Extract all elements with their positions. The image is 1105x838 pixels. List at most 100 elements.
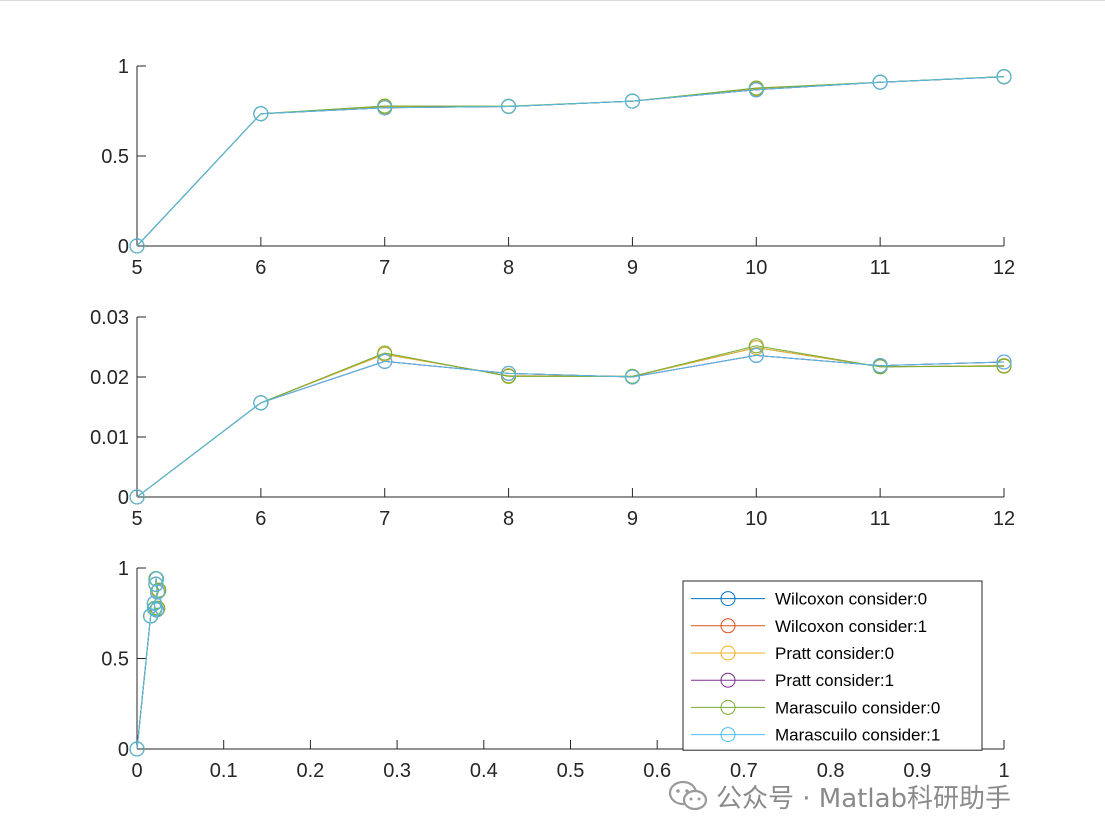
legend-box	[682, 580, 983, 751]
legend-entry-label: Pratt consider:1	[775, 671, 894, 690]
y-tick-label: 0.5	[101, 649, 129, 671]
subplot-3: 0 0.1 0.2 0.3 0.4 0.5 0.6 0.7 0.8 0.9 1 0 0.5 1	[101, 558, 1009, 782]
series-line	[136, 76, 1005, 247]
x-tick-label: 5	[131, 257, 142, 279]
subplot-1: 5 6 7 8 9 10 11 12 0 0.5 1	[101, 56, 1015, 279]
series-6	[129, 571, 165, 757]
legend-entry-label: Wilcoxon consider:0	[775, 590, 927, 609]
series-line	[136, 76, 1005, 247]
wechat-icon	[668, 780, 708, 811]
series-2	[129, 571, 165, 757]
x-tick-label: 9	[627, 508, 638, 530]
x-tick-label: 0.8	[817, 760, 845, 782]
legend-marker-sample	[720, 591, 736, 607]
legend-marker-sample	[720, 645, 736, 661]
data-point-marker	[501, 365, 517, 381]
y-tick-label: 0	[118, 739, 129, 761]
y-tick-label: 0.03	[90, 307, 129, 329]
series-line	[136, 76, 1005, 247]
data-point-marker	[748, 82, 764, 98]
data-point-marker	[148, 576, 164, 592]
data-point-marker	[146, 595, 162, 611]
data-point-marker	[147, 601, 163, 617]
data-point-marker	[253, 106, 269, 122]
series-2	[129, 69, 1012, 254]
series-line	[136, 354, 1005, 498]
data-point-marker	[501, 368, 517, 384]
x-tick-label: 11	[870, 508, 891, 530]
y-tick-label: 0.02	[90, 367, 129, 389]
legend-entry-label: Marascuilo consider:0	[775, 698, 940, 717]
data-point-marker	[996, 69, 1012, 85]
x-tick-label: 7	[379, 257, 390, 279]
y-tick-label: 0.5	[101, 146, 129, 168]
legend-entry-label: Pratt consider:0	[775, 644, 894, 663]
data-point-marker	[748, 347, 764, 363]
x-tick-label: 6	[255, 508, 266, 530]
data-point-marker	[129, 489, 145, 505]
data-point-marker	[872, 358, 888, 374]
series-4	[129, 69, 1012, 254]
x-tick-label: 10	[745, 508, 767, 530]
x-tick-label: 1	[998, 760, 1009, 782]
data-point-marker	[996, 358, 1012, 374]
legend-marker-sample	[720, 727, 736, 743]
x-tick-label: 8	[503, 508, 514, 530]
series-3	[129, 69, 1012, 254]
series-line	[136, 345, 1005, 498]
data-point-marker	[501, 99, 517, 114]
legend-marker-sample	[720, 618, 736, 634]
series-6	[129, 347, 1012, 505]
x-tick-label: 5	[131, 508, 142, 530]
data-point-marker	[996, 354, 1012, 370]
x-tick-label: 9	[627, 257, 638, 279]
series-2	[129, 347, 1012, 505]
x-tick-label: 0.7	[730, 760, 758, 782]
y-tick-label: 1	[118, 56, 129, 78]
legend-entry-label: Wilcoxon consider:1	[775, 617, 927, 636]
data-point-marker	[748, 338, 764, 354]
x-tick-label: 0.9	[903, 760, 931, 782]
data-point-marker	[377, 100, 393, 116]
y-tick-label: 0	[118, 236, 129, 258]
legend-marker-sample	[720, 699, 736, 715]
series-5	[129, 338, 1012, 505]
data-point-marker	[377, 353, 393, 369]
x-tick-label: 7	[379, 508, 390, 530]
x-tick-label: 11	[870, 257, 891, 279]
x-tick-label: 0.3	[383, 760, 411, 782]
x-tick-label: 0	[131, 760, 142, 782]
data-point-marker	[624, 369, 640, 385]
x-tick-label: 10	[745, 257, 767, 279]
series-line	[136, 75, 1005, 247]
data-point-marker	[129, 238, 145, 254]
series-4	[129, 571, 165, 757]
series-line	[136, 76, 1005, 247]
x-tick-label: 12	[993, 257, 1015, 279]
x-tick-label: 0.6	[643, 760, 671, 782]
subplot-2: 5 6 7 8 9 10 11 12 0 0.01 0.02 0.03	[90, 307, 1015, 530]
data-point-marker	[129, 741, 145, 757]
x-tick-label: 12	[993, 508, 1015, 530]
data-point-marker	[149, 571, 165, 587]
x-tick-label: 6	[255, 257, 266, 279]
legend-entry-label: Marascuilo consider:1	[775, 726, 940, 745]
series-4	[129, 347, 1012, 505]
series-1	[129, 69, 1012, 254]
x-tick-label: 0.5	[557, 760, 585, 782]
x-tick-label: 0.4	[470, 760, 498, 782]
y-tick-label: 0	[118, 487, 129, 509]
series-line	[136, 76, 1005, 247]
data-point-marker	[149, 584, 165, 600]
data-point-marker	[149, 602, 165, 618]
data-point-marker	[624, 93, 640, 109]
legend: Wilcoxon consider:0 Wilcoxon consider:1 Pr…	[682, 580, 983, 751]
data-point-marker	[253, 395, 269, 411]
x-tick-label: 8	[503, 257, 514, 279]
watermark-text: 公众号 · Matlab科研助手	[716, 783, 1012, 814]
x-tick-label: 0.1	[210, 760, 238, 782]
data-point-marker	[872, 74, 888, 90]
series-6	[129, 69, 1012, 254]
data-point-marker	[377, 345, 393, 361]
